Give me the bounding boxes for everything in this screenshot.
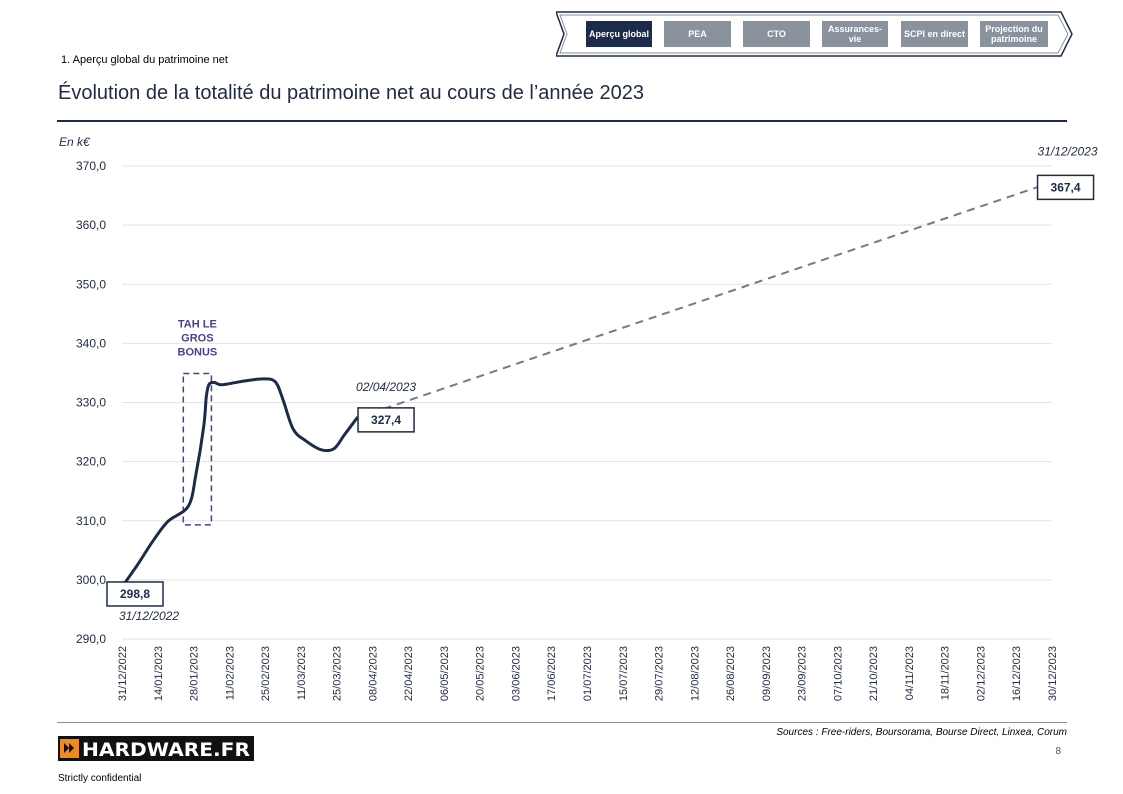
logo-text: HARDWARE.FR bbox=[82, 739, 250, 761]
data-label-box bbox=[1036, 174, 1095, 201]
x-tick-label: 21/10/2023 bbox=[868, 646, 880, 701]
tab-apercu-global[interactable]: Aperçu global bbox=[586, 21, 652, 47]
x-tick-label: 15/07/2023 bbox=[618, 646, 630, 701]
x-tick-label: 14/01/2023 bbox=[153, 646, 165, 701]
data-label-date: 31/12/2022 bbox=[119, 609, 179, 623]
data-label-box bbox=[106, 581, 164, 607]
x-tick-label: 28/01/2023 bbox=[189, 646, 201, 701]
x-tick-label: 07/10/2023 bbox=[832, 646, 844, 701]
y-tick-label: 370,0 bbox=[76, 159, 106, 173]
x-tick-label: 31/12/2022 bbox=[117, 646, 129, 701]
x-tick-label: 12/08/2023 bbox=[689, 646, 701, 701]
sources-note: Sources : Free-riders, Boursorama, Bours… bbox=[776, 727, 1067, 738]
x-tick-label: 02/12/2023 bbox=[975, 646, 987, 701]
x-tick-label: 06/05/2023 bbox=[439, 646, 451, 701]
confidentiality-note: Strictly confidential bbox=[58, 773, 142, 784]
data-label-value: 367,4 bbox=[1051, 180, 1081, 194]
data-label-value: 327,4 bbox=[371, 413, 401, 427]
tab-cto[interactable]: CTO bbox=[743, 21, 810, 47]
x-tick-label: 11/02/2023 bbox=[224, 646, 236, 700]
highlight-box bbox=[182, 372, 213, 526]
tab-pea[interactable]: PEA bbox=[664, 21, 731, 47]
patrimoine-line-chart: 290,0 300,0 310,0 320,0 330,0 340,0 350,0 360,0… bbox=[76, 144, 1098, 701]
section-label: 1. Aperçu global du patrimoine net bbox=[61, 54, 228, 66]
x-tick-label: 29/07/2023 bbox=[654, 646, 666, 701]
y-tick-label: 360,0 bbox=[76, 218, 106, 232]
x-tick-label: 25/02/2023 bbox=[260, 646, 272, 701]
x-tick-label: 11/03/2023 bbox=[296, 646, 308, 700]
tab-assurances-vie[interactable]: Assurances-vie bbox=[822, 21, 888, 47]
data-label-date: 31/12/2023 bbox=[1038, 144, 1098, 158]
x-tick-label: 30/12/2023 bbox=[1047, 646, 1059, 701]
hardware-fr-logo[interactable]: HARDWARE.FR bbox=[58, 736, 254, 761]
page-title: Évolution de la totalité du patrimoine n… bbox=[58, 82, 644, 104]
title-divider bbox=[57, 120, 1067, 122]
y-tick-label: 300,0 bbox=[76, 573, 106, 587]
series-line-projection bbox=[356, 180, 1055, 419]
x-tick-label: 25/03/2023 bbox=[332, 646, 344, 701]
series-line-actual bbox=[120, 377, 359, 589]
y-axis-unit-label: En k€ bbox=[59, 135, 90, 149]
tab-projection-du-patrimoine[interactable]: Projection du patrimoine bbox=[980, 21, 1048, 47]
x-tick-label: 08/04/2023 bbox=[367, 646, 379, 701]
y-tick-label: 310,0 bbox=[76, 514, 106, 528]
x-tick-label: 22/04/2023 bbox=[403, 646, 415, 701]
x-tick-label: 23/09/2023 bbox=[797, 646, 809, 701]
x-tick-label: 20/05/2023 bbox=[475, 646, 487, 701]
x-tick-label: 17/06/2023 bbox=[546, 646, 558, 701]
y-tick-label: 320,0 bbox=[76, 455, 106, 469]
x-tick-label: 26/08/2023 bbox=[725, 646, 737, 701]
page-number: 8 bbox=[1055, 746, 1061, 757]
highlight-label: TAH LE GROS BONUS bbox=[178, 319, 218, 359]
data-label-value: 298,8 bbox=[120, 587, 150, 601]
data-label-date: 02/04/2023 bbox=[356, 380, 416, 394]
x-tick-label: 01/07/2023 bbox=[582, 646, 594, 701]
x-tick-label: 16/12/2023 bbox=[1011, 646, 1023, 701]
data-label-box bbox=[357, 407, 415, 433]
x-tick-label: 09/09/2023 bbox=[761, 646, 773, 701]
y-tick-label: 290,0 bbox=[76, 632, 106, 646]
y-tick-label: 340,0 bbox=[76, 336, 106, 350]
y-tick-label: 330,0 bbox=[76, 396, 106, 410]
x-tick-label: 18/11/2023 bbox=[940, 646, 952, 700]
y-tick-label: 350,0 bbox=[76, 277, 106, 291]
footer-divider bbox=[57, 722, 1067, 723]
x-tick-label: 04/11/2023 bbox=[904, 646, 916, 700]
tab-scpi-en-direct[interactable]: SCPI en direct bbox=[901, 21, 968, 47]
x-tick-label: 03/06/2023 bbox=[510, 646, 522, 701]
